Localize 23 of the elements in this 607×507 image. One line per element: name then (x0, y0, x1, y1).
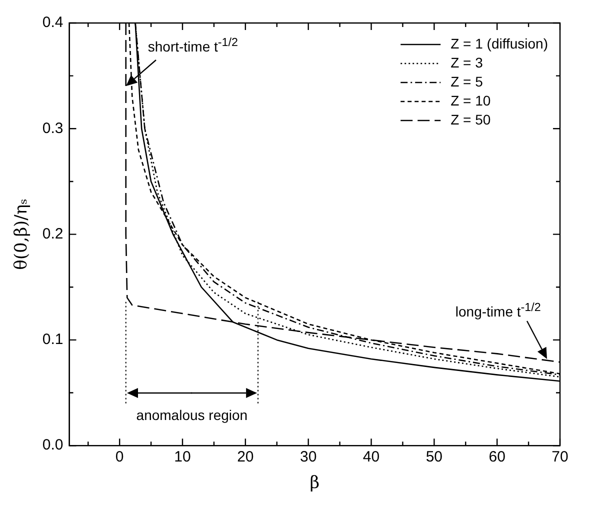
x-tick-label: 40 (362, 448, 380, 466)
y-tick-label: 0.4 (42, 14, 64, 32)
y-tick-label: 0.1 (42, 331, 64, 348)
x-tick-label: 70 (552, 448, 568, 466)
x-tick-label: 20 (237, 448, 254, 466)
annotation: short-time t$^{-1/2}$ (148, 36, 238, 56)
legend-label: Z = 10 (450, 92, 491, 108)
x-tick-label: 10 (174, 448, 191, 466)
y-tick-label: 0.0 (42, 436, 64, 454)
x-tick-label: 50 (426, 448, 443, 466)
legend-label: Z = 1 (diffusion) (450, 35, 548, 52)
y-tick-label: 0.2 (42, 225, 64, 242)
annotation: anomalous region (136, 406, 248, 423)
legend-label: Z = 3 (450, 54, 484, 70)
x-tick-label: 0 (115, 448, 124, 466)
legend-label: Z = 50 (450, 111, 491, 128)
legend-label: Z = 5 (450, 73, 484, 90)
x-tick-label: 30 (300, 448, 317, 466)
y-axis-title: θ(0,β)/ηₛ (12, 198, 32, 270)
x-tick-label: 60 (488, 448, 506, 466)
annotation: long-time t$^{-1/2}$ (455, 300, 541, 320)
x-axis-title: β (310, 473, 320, 494)
y-tick-label: 0.3 (42, 120, 64, 137)
